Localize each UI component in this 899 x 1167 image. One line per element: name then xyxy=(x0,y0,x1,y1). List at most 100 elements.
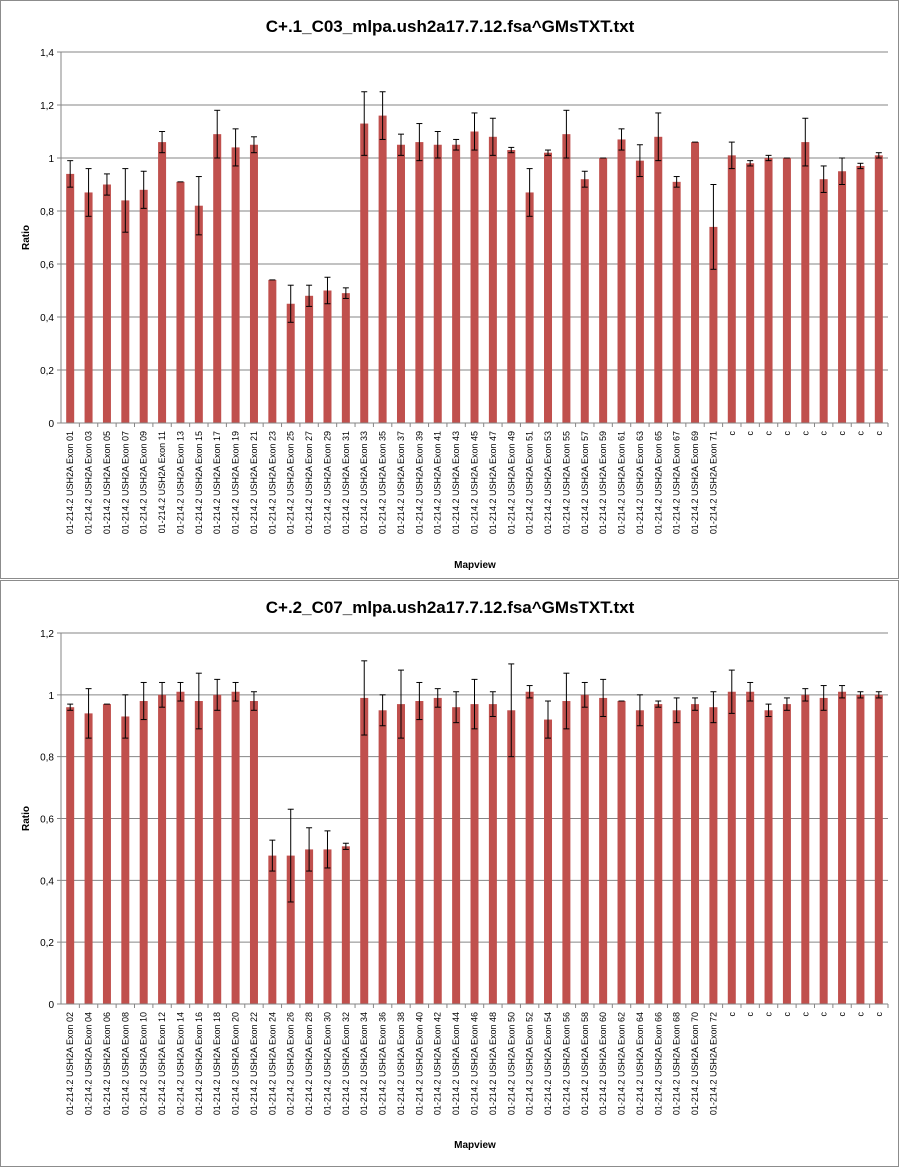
bar xyxy=(158,142,167,423)
x-tick-label: 01-214.2 USH2A Exon 05 xyxy=(102,431,112,534)
bar xyxy=(323,290,332,423)
bar xyxy=(415,701,424,1004)
bar xyxy=(507,150,516,424)
x-tick-label: 01-214.2 USH2A Exon 22 xyxy=(249,1012,259,1115)
x-tick-label: c xyxy=(855,431,865,436)
bar xyxy=(727,155,736,423)
x-tick-label: 01-214.2 USH2A Exon 60 xyxy=(598,1012,608,1115)
y-tick-label: 1,4 xyxy=(40,48,54,59)
bar xyxy=(268,279,277,423)
bar xyxy=(360,123,369,424)
bar xyxy=(838,691,847,1004)
y-axis-title: Ratio xyxy=(21,225,32,250)
bar xyxy=(654,136,663,424)
bar xyxy=(709,707,718,1004)
x-tick-label: c xyxy=(764,1012,774,1017)
x-tick-label: 01-214.2 USH2A Exon 24 xyxy=(267,1012,277,1115)
bar xyxy=(746,163,755,424)
y-tick-label: 0,4 xyxy=(40,876,54,887)
y-tick-label: 0,2 xyxy=(40,938,54,949)
x-tick-label: 01-214.2 USH2A Exon 18 xyxy=(212,1012,222,1115)
x-axis-title: Mapview xyxy=(454,560,496,571)
bar xyxy=(782,704,791,1004)
bar xyxy=(856,694,865,1004)
bar xyxy=(470,704,479,1004)
bar-chart-2: C+.2_C07_mlpa.ush2a17.7.12.fsa^GMsTXT.tx… xyxy=(21,598,889,1151)
bar xyxy=(194,701,203,1004)
x-tick-label: 01-214.2 USH2A Exon 39 xyxy=(414,431,424,534)
bar xyxy=(249,701,258,1004)
bar xyxy=(176,691,185,1004)
y-tick-label: 0,8 xyxy=(40,753,54,764)
bar xyxy=(396,144,405,423)
x-tick-label: 01-214.2 USH2A Exon 53 xyxy=(543,431,553,534)
x-tick-label: 01-214.2 USH2A Exon 12 xyxy=(157,1012,167,1115)
x-tick-label: c xyxy=(837,431,847,436)
x-tick-label: 01-214.2 USH2A Exon 25 xyxy=(286,431,296,534)
bar xyxy=(580,179,589,423)
x-tick-label: 01-214.2 USH2A Exon 06 xyxy=(102,1012,112,1115)
bar xyxy=(727,691,736,1004)
x-tick-label: 01-214.2 USH2A Exon 67 xyxy=(672,431,682,534)
bar xyxy=(305,295,314,423)
x-tick-label: 01-214.2 USH2A Exon 71 xyxy=(708,431,718,534)
bar xyxy=(341,846,350,1004)
x-tick-label: 01-214.2 USH2A Exon 44 xyxy=(451,1012,461,1115)
bar xyxy=(268,855,277,1004)
x-tick-label: 01-214.2 USH2A Exon 32 xyxy=(341,1012,351,1115)
bar xyxy=(470,131,479,423)
x-tick-label: 01-214.2 USH2A Exon 35 xyxy=(378,431,388,534)
x-tick-label: 01-214.2 USH2A Exon 40 xyxy=(414,1012,424,1115)
bar xyxy=(544,152,553,423)
bar xyxy=(838,171,847,423)
bar xyxy=(507,710,516,1004)
bar xyxy=(580,694,589,1004)
x-tick-label: 01-214.2 USH2A Exon 04 xyxy=(84,1012,94,1115)
bar xyxy=(801,694,810,1004)
y-tick-label: 1,2 xyxy=(40,101,54,112)
x-tick-label: c xyxy=(782,431,792,436)
bar xyxy=(874,694,883,1004)
bar xyxy=(286,855,295,1004)
x-tick-label: c xyxy=(727,431,737,436)
bar xyxy=(544,719,553,1004)
x-tick-label: 01-214.2 USH2A Exon 15 xyxy=(194,431,204,534)
bar xyxy=(305,849,314,1004)
x-tick-label: 01-214.2 USH2A Exon 33 xyxy=(359,431,369,534)
bar xyxy=(102,704,111,1004)
x-tick-label: 01-214.2 USH2A Exon 37 xyxy=(396,431,406,534)
bar xyxy=(378,710,387,1004)
x-tick-label: 01-214.2 USH2A Exon 64 xyxy=(635,1012,645,1115)
x-tick-label: 01-214.2 USH2A Exon 70 xyxy=(690,1012,700,1115)
x-tick-label: 01-214.2 USH2A Exon 45 xyxy=(470,431,480,534)
x-tick-label: 01-214.2 USH2A Exon 48 xyxy=(488,1012,498,1115)
x-tick-label: 01-214.2 USH2A Exon 38 xyxy=(396,1012,406,1115)
y-tick-label: 0,6 xyxy=(40,260,54,271)
bar xyxy=(360,697,369,1004)
x-tick-label: 01-214.2 USH2A Exon 49 xyxy=(506,431,516,534)
bar xyxy=(66,173,75,423)
bar xyxy=(635,160,644,423)
bar xyxy=(231,691,240,1004)
bar xyxy=(819,179,828,423)
bar xyxy=(139,189,148,423)
bar xyxy=(102,184,111,423)
x-tick-label: c xyxy=(874,431,884,436)
x-tick-label: 01-214.2 USH2A Exon 59 xyxy=(598,431,608,534)
x-tick-label: c xyxy=(782,1012,792,1017)
bar xyxy=(488,704,497,1004)
chart-panel-2: C+.2_C07_mlpa.ush2a17.7.12.fsa^GMsTXT.tx… xyxy=(0,580,899,1167)
bar xyxy=(176,181,185,423)
bar xyxy=(617,701,626,1004)
x-tick-label: 01-214.2 USH2A Exon 27 xyxy=(304,431,314,534)
bar xyxy=(286,303,295,423)
x-tick-label: 01-214.2 USH2A Exon 30 xyxy=(322,1012,332,1115)
bar xyxy=(819,697,828,1004)
x-tick-label: c xyxy=(764,431,774,436)
x-tick-label: c xyxy=(874,1012,884,1017)
x-tick-label: 01-214.2 USH2A Exon 20 xyxy=(231,1012,241,1115)
bar xyxy=(746,691,755,1004)
bar xyxy=(654,704,663,1004)
x-tick-label: 01-214.2 USH2A Exon 51 xyxy=(525,431,535,534)
x-tick-label: 01-214.2 USH2A Exon 66 xyxy=(653,1012,663,1115)
